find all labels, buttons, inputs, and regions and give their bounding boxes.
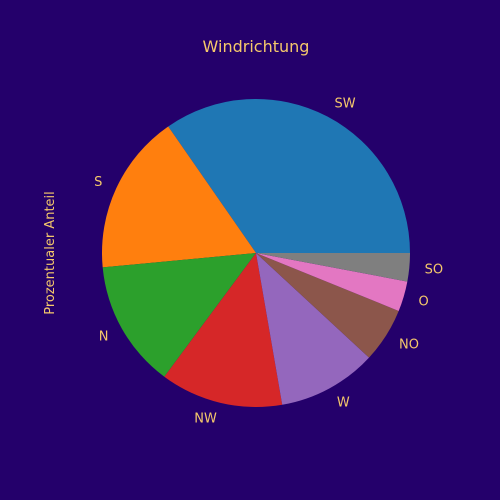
pie-labels: SW S N NW W NO O SO bbox=[94, 96, 443, 426]
slice-label-w: W bbox=[337, 395, 350, 410]
pie-slice-o bbox=[256, 253, 408, 311]
y-axis-label: Prozentualer Anteil bbox=[43, 191, 58, 315]
slice-label-n: N bbox=[99, 330, 109, 345]
slice-label-s: S bbox=[94, 175, 102, 190]
pie-slices bbox=[102, 99, 410, 407]
chart-title: Windrichtung bbox=[203, 37, 310, 56]
slice-label-no: NO bbox=[399, 337, 419, 352]
slice-label-so: SO bbox=[425, 262, 443, 277]
pie-slice-n bbox=[102, 253, 256, 377]
pie-slice-w bbox=[256, 253, 370, 405]
pie-slice-s bbox=[102, 126, 257, 268]
slice-label-o: O bbox=[419, 294, 429, 309]
pie-slice-no bbox=[256, 253, 399, 358]
slice-label-nw: NW bbox=[194, 411, 217, 426]
pie-slice-sw bbox=[168, 99, 410, 254]
pie-slice-nw bbox=[164, 253, 283, 407]
slice-label-sw: SW bbox=[335, 96, 356, 111]
pie-slice-so bbox=[256, 253, 410, 282]
